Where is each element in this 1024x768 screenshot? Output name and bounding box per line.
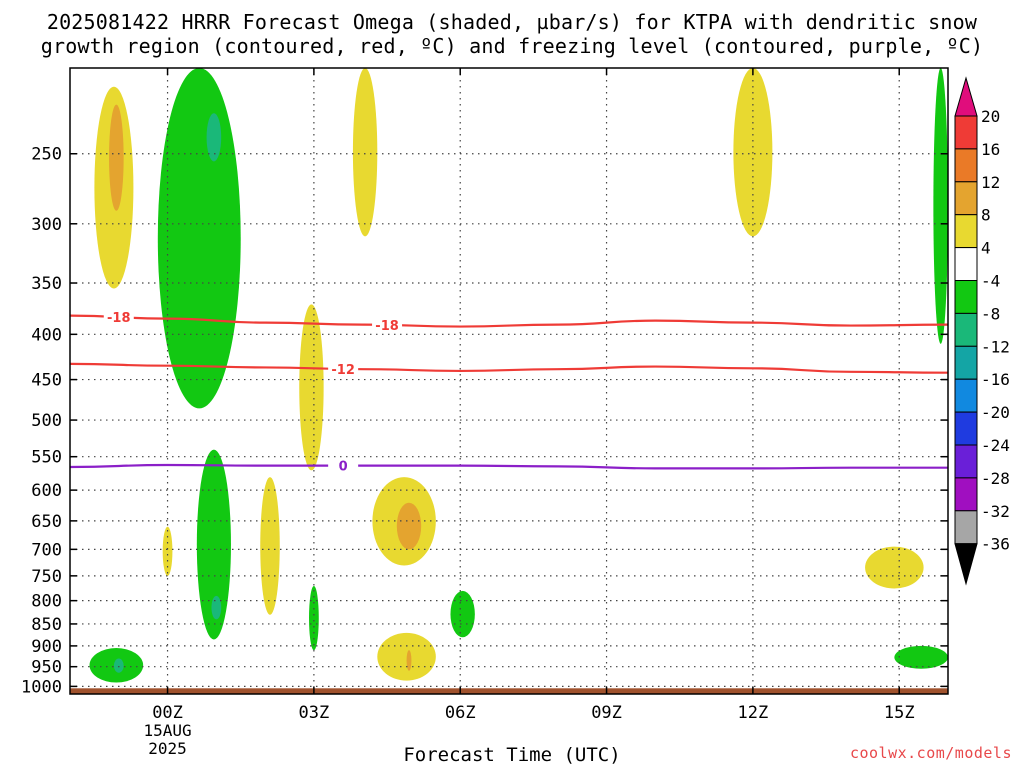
omega-region-14 [309, 585, 319, 651]
omega-region-16 [377, 632, 436, 681]
y-tick-label-1000: 1000 [21, 677, 62, 697]
colorbar-label-13: -36 [981, 535, 1010, 554]
colorbar-label-6: -8 [981, 304, 1000, 323]
y-tick-label-450: 450 [31, 371, 62, 391]
colorbar-segment-7 [954, 312, 978, 347]
colorbar-label-12: -32 [981, 502, 1010, 521]
x-tick-label-12Z: 12Z [738, 703, 769, 723]
colorbar-segment-1 [954, 115, 978, 150]
contour-label-bg--18-1 [372, 317, 403, 333]
contour-label-bg--12-0 [328, 360, 359, 376]
y-tick-label-800: 800 [31, 592, 62, 612]
omega-region-8 [196, 449, 231, 640]
omega-region-21 [894, 645, 948, 669]
omega-region-20 [865, 546, 924, 589]
x-axis-label: Forecast Time (UTC) [403, 744, 621, 766]
omega-region-3 [206, 113, 222, 162]
y-tick-label-950: 950 [31, 658, 62, 678]
colorbar-segment-2 [954, 148, 978, 183]
omega-region-9 [211, 595, 222, 620]
colorbar-segment-13 [954, 510, 978, 545]
x-tick-label-09Z: 09Z [591, 703, 622, 723]
colorbar: 20 16 12 8 4 -4 -8 -12 -16 -20 -24 -28 -32 -36 [954, 76, 1010, 586]
y-tick-label-300: 300 [31, 215, 62, 235]
omega-region-4 [352, 68, 378, 237]
x-tick-label-03Z: 03Z [299, 703, 330, 723]
x-tick-label-06Z: 06Z [445, 703, 476, 723]
colorbar-segment-5 [954, 247, 978, 282]
x-tick-label-15Z: 15Z [884, 703, 915, 723]
colorbar-label-3: 8 [981, 206, 991, 225]
omega-region-2 [157, 68, 241, 409]
contour-label-bg-0-0 [328, 457, 359, 473]
y-tick-label-650: 650 [31, 512, 62, 532]
contour-line--18 [70, 314, 948, 328]
y-tick-label-500: 500 [31, 411, 62, 431]
omega-region-11 [260, 477, 280, 615]
contour-label-bg--18-0 [103, 309, 134, 325]
colorbar-label-8: -16 [981, 370, 1010, 389]
contour-line-0 [70, 463, 948, 470]
y-tick-label-850: 850 [31, 615, 62, 635]
colorbar-label-1: 16 [981, 140, 1000, 159]
plot-frame [69, 67, 949, 695]
y-tick-label-750: 750 [31, 567, 62, 587]
omega-region-13 [396, 502, 422, 550]
plot-area: -18 -18 -12 0 [70, 68, 948, 694]
credit-text: coolwx.com/models [849, 744, 1012, 762]
colorbar-segment-9 [954, 378, 978, 413]
y-tick-label-350: 350 [31, 274, 62, 294]
chart-title-line-2: growth region (contoured, red, ºC) and f… [40, 34, 984, 58]
colorbar-label-9: -20 [981, 403, 1010, 422]
contour-label--12-0: -12 [331, 363, 355, 378]
omega-region-7 [299, 304, 324, 471]
contour-line--12 [70, 362, 948, 374]
colorbar-top-arrow [954, 76, 978, 117]
colorbar-label-10: -24 [981, 436, 1010, 455]
colorbar-label-0: 20 [981, 107, 1000, 126]
contour-label--18-0: -18 [107, 311, 131, 326]
contour-label--18-1: -18 [375, 319, 399, 334]
omega-region-10 [162, 526, 173, 576]
y-tick-label-550: 550 [31, 448, 62, 468]
omega-region-6 [933, 68, 948, 344]
y-tick-label-600: 600 [31, 481, 62, 501]
chart-title-line-1: 2025081422 HRRR Forecast Omega (shaded, … [46, 10, 978, 34]
ground-terrain [70, 688, 948, 694]
colorbar-label-11: -28 [981, 469, 1010, 488]
colorbar-segment-6 [954, 280, 978, 314]
x-tick-label-00Z: 00Z [152, 703, 183, 723]
colorbar-segment-11 [954, 444, 978, 479]
colorbar-segment-3 [954, 181, 978, 216]
contour-label-0-0: 0 [339, 460, 348, 475]
x-date-label-1: 2025 [148, 739, 187, 758]
omega-region-17 [406, 650, 412, 671]
omega-region-15 [450, 590, 475, 638]
y-tick-label-700: 700 [31, 540, 62, 560]
colorbar-segment-8 [954, 345, 978, 380]
colorbar-segment-12 [954, 477, 978, 512]
omega-region-19 [113, 658, 124, 673]
colorbar-label-4: 4 [981, 239, 991, 258]
x-date-label-0: 15AUG [143, 721, 191, 740]
y-tick-label-400: 400 [31, 325, 62, 345]
colorbar-segment-10 [954, 411, 978, 446]
colorbar-bottom-arrow [954, 543, 978, 586]
omega-region-1 [109, 104, 124, 211]
colorbar-label-5: -4 [981, 272, 1000, 291]
colorbar-label-2: 12 [981, 173, 1000, 192]
y-tick-label-900: 900 [31, 637, 62, 657]
y-tick-label-250: 250 [31, 145, 62, 165]
colorbar-label-7: -12 [981, 337, 1010, 356]
colorbar-segment-4 [954, 214, 978, 249]
